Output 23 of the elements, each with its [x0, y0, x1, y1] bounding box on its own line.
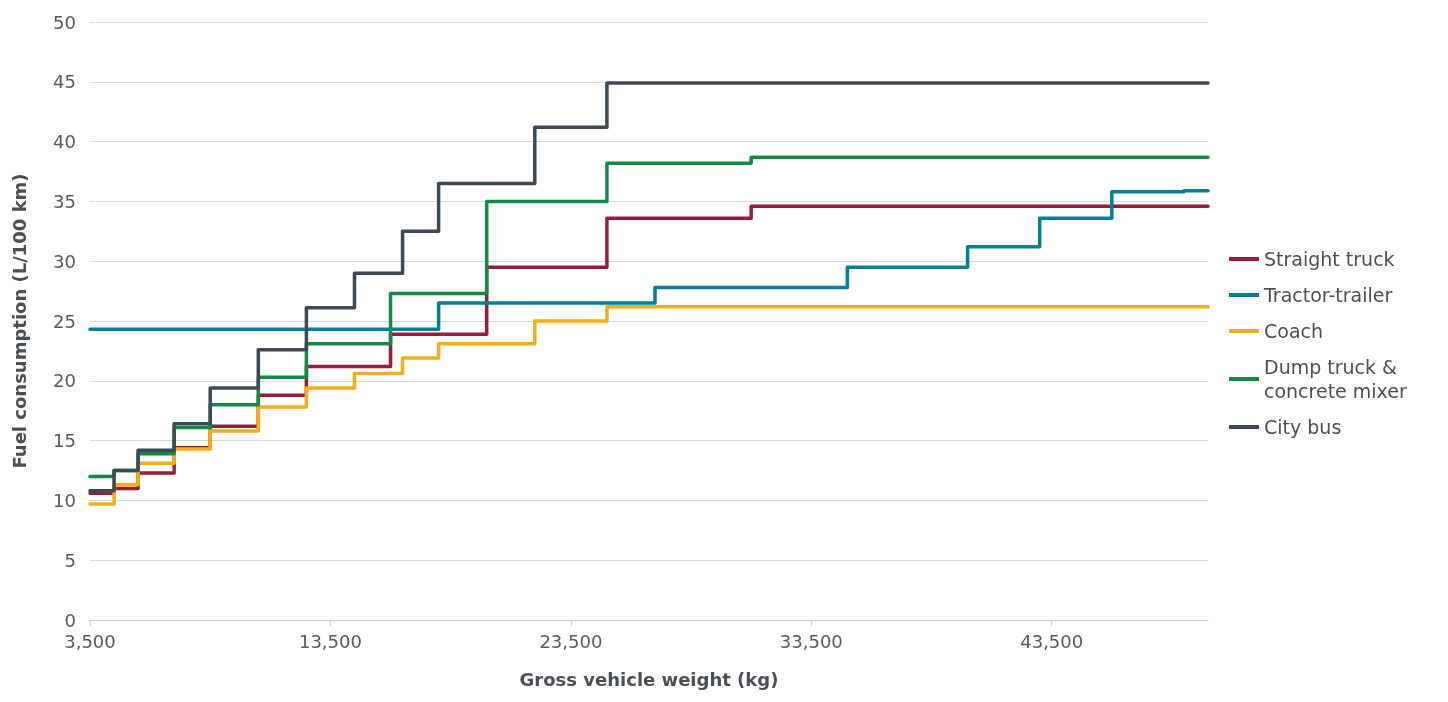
y-tick-label: 15 [53, 430, 76, 452]
legend-label: Dump truck & concrete mixer [1264, 356, 1407, 402]
x-tick-label: 23,500 [539, 630, 603, 652]
y-axis-title: Fuel consumption (L/100 km) [8, 173, 30, 469]
y-tick-label: 40 [53, 131, 76, 153]
legend-label: Coach [1264, 320, 1324, 342]
legend-label: Tractor-trailer [1263, 284, 1393, 306]
y-tick-label: 0 [64, 609, 76, 631]
y-tick-label: 5 [64, 549, 76, 571]
legend-label: Straight truck [1264, 248, 1395, 270]
y-tick-label: 20 [53, 370, 76, 392]
x-tick-label: 33,500 [779, 630, 843, 652]
x-tick-label: 43,500 [1020, 630, 1084, 652]
y-tick-label: 30 [53, 250, 76, 272]
y-tick-label: 35 [53, 190, 76, 212]
x-axis-title: Gross vehicle weight (kg) [519, 668, 779, 690]
y-tick-label: 10 [53, 489, 76, 511]
y-tick-label: 45 [53, 71, 76, 93]
y-tick-label: 50 [53, 11, 76, 33]
x-tick-label: 13,500 [298, 630, 362, 652]
legend-label: City bus [1264, 416, 1342, 438]
y-tick-label: 25 [53, 310, 76, 332]
x-tick-label: 3,500 [64, 630, 116, 652]
